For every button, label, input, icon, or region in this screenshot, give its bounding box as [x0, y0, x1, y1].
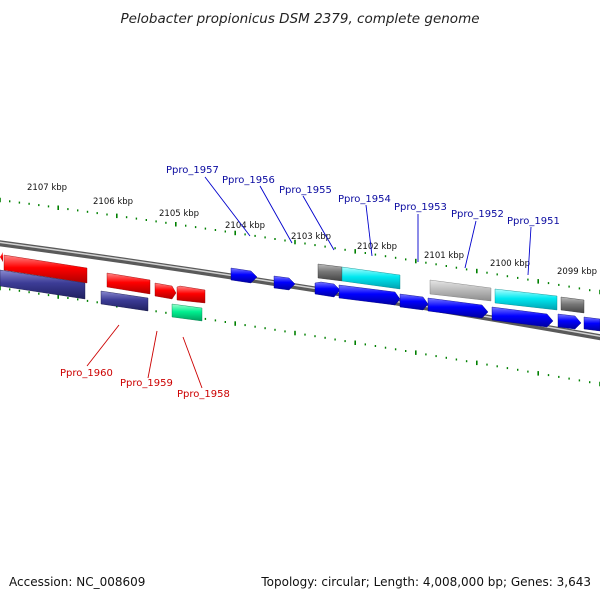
gene-label-ppro-1959[interactable]: Ppro_1959	[120, 378, 173, 389]
kbp-label-2107: 2107 kbp	[27, 183, 67, 193]
gene-fwd-red-2[interactable]	[106, 272, 151, 295]
gene-rev-blue-4[interactable]	[427, 297, 489, 319]
gene-label-ppro-1960[interactable]: Ppro_1960	[60, 368, 113, 379]
gene-fwd-grey-1[interactable]	[317, 263, 343, 282]
gene-rev-blue-5[interactable]	[491, 306, 554, 328]
gene-label-ppro-1952[interactable]: Ppro_1952	[451, 209, 504, 220]
gene-rev-green-1[interactable]	[171, 303, 203, 322]
gene-label-ppro-1951[interactable]: Ppro_1951	[507, 216, 560, 227]
kbp-label-2101: 2101 kbp	[424, 251, 464, 261]
kbp-label-2105: 2105 kbp	[159, 209, 199, 219]
gene-fwd-red-1[interactable]	[3, 254, 88, 284]
genome-title: Pelobacter propionicus DSM 2379, complet…	[120, 11, 479, 27]
topology-text: Topology: circular; Length: 4,008,000 bp…	[260, 575, 591, 589]
accession-text: Accession: NC_008609	[9, 575, 145, 589]
gene-rev-blue-3[interactable]	[399, 293, 429, 311]
kbp-label-2103: 2103 kbp	[291, 232, 331, 242]
kbp-label-2100: 2100 kbp	[490, 259, 530, 269]
gene-rev-blue-2[interactable]	[338, 284, 401, 306]
kbp-label-2102: 2102 kbp	[357, 242, 397, 252]
gene-label-ppro-1956[interactable]: Ppro_1956	[222, 175, 275, 186]
kbp-label-2099: 2099 kbp	[557, 267, 597, 277]
kbp-label-2104: 2104 kbp	[225, 221, 265, 231]
gene-rev-blue-7[interactable]	[583, 316, 600, 332]
gene-fwd-partial[interactable]	[0, 252, 3, 262]
gene-label-ppro-1954[interactable]: Ppro_1954	[338, 194, 391, 205]
gene-label-ppro-1957[interactable]: Ppro_1957	[166, 165, 219, 176]
gene-rev-blue-6[interactable]	[557, 313, 582, 330]
gene-rev-blue-1[interactable]	[314, 281, 341, 298]
gene-fwd-cyan-2[interactable]	[494, 288, 558, 311]
gene-label-ppro-1953[interactable]: Ppro_1953	[394, 202, 447, 213]
gene-fwd-red-4[interactable]	[176, 285, 206, 304]
gene-rev-navy-2[interactable]	[100, 290, 149, 312]
leader-lines-bottom	[86, 324, 203, 389]
gene-fwd-blue-2[interactable]	[273, 275, 296, 291]
gene-fwd-blue-1[interactable]	[230, 267, 258, 284]
scale-ticks-top	[0, 197, 600, 295]
gene-fwd-cyan-1[interactable]	[341, 266, 401, 290]
gene-fwd-red-3[interactable]	[154, 282, 177, 300]
gene-label-ppro-1958[interactable]: Ppro_1958	[177, 389, 230, 400]
gene-fwd-grey-2[interactable]	[560, 296, 585, 314]
kbp-label-2106: 2106 kbp	[93, 197, 133, 207]
gene-fwd-lightgrey-1[interactable]	[429, 279, 492, 302]
gene-label-ppro-1955[interactable]: Ppro_1955	[279, 185, 332, 196]
gene-rev-navy-1[interactable]	[0, 269, 86, 300]
leader-lines-top	[204, 176, 532, 276]
